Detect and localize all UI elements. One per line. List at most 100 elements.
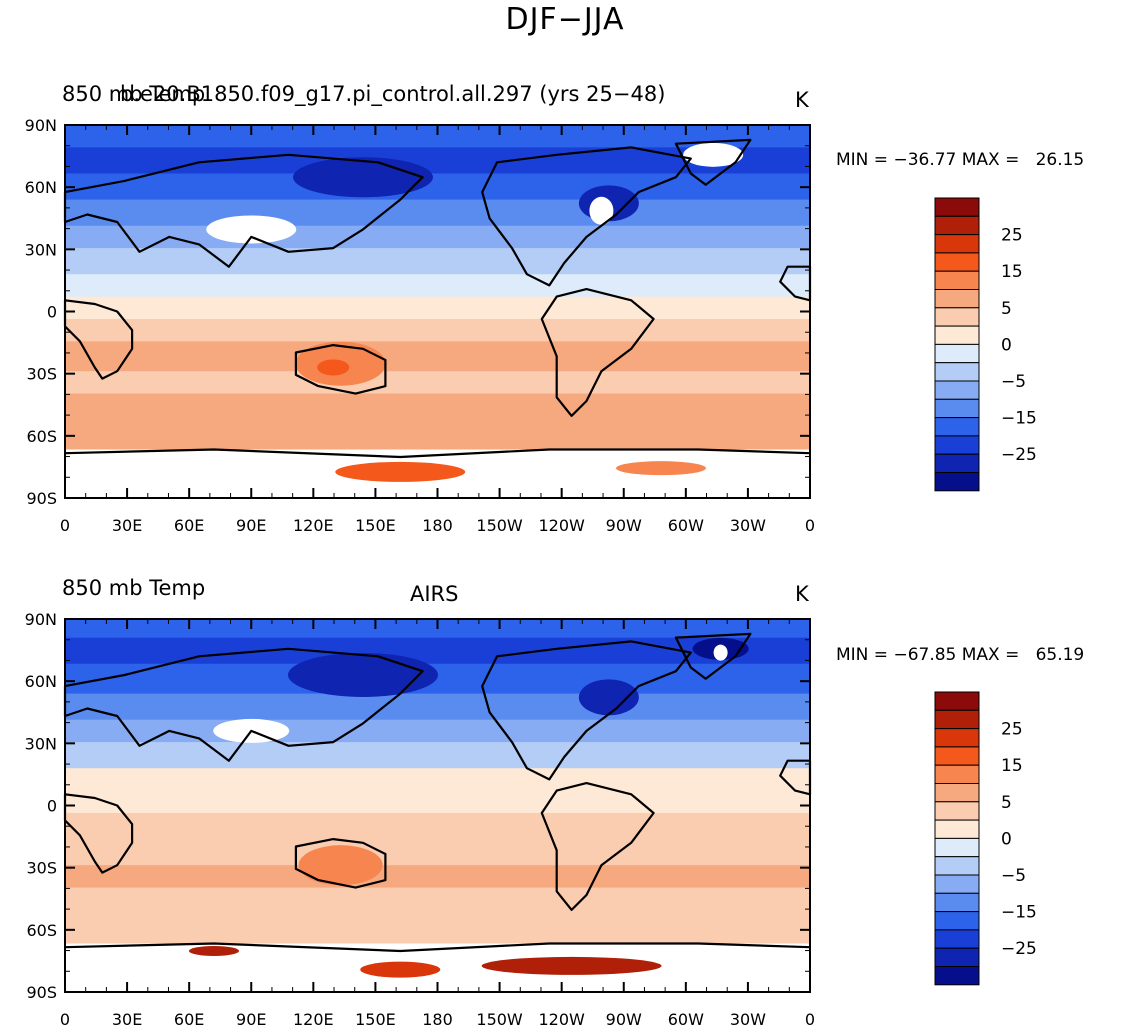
lon-label: 120W xyxy=(538,1010,585,1029)
colorbar-label: 0 xyxy=(1001,335,1012,355)
contour-band xyxy=(65,812,810,836)
contour-region xyxy=(578,679,639,716)
lon-label: 150E xyxy=(355,1010,396,1029)
contour-region xyxy=(298,845,383,886)
colorbar-label: −5 xyxy=(1001,866,1026,886)
contour-region xyxy=(683,142,744,167)
min-max-stats: MIN = −67.85 MAX = 65.19 xyxy=(836,645,1085,665)
lat-label: 30S xyxy=(26,365,57,384)
lon-label: 60E xyxy=(174,1010,204,1029)
lon-label: 0 xyxy=(805,1010,815,1029)
contour-band xyxy=(65,790,810,814)
lon-label: 60W xyxy=(668,516,704,535)
figure-title: DJF−JJA xyxy=(505,2,625,37)
panel-units: K xyxy=(795,582,809,606)
lon-label: 90W xyxy=(606,1010,642,1029)
contour-band xyxy=(65,768,810,792)
colorbar-swatch xyxy=(934,234,980,254)
colorbar-swatch xyxy=(934,783,980,803)
colorbar-swatch xyxy=(934,398,980,419)
colorbar-label: 5 xyxy=(1001,793,1012,813)
colorbar-swatch xyxy=(934,289,980,309)
colorbar-swatch xyxy=(934,764,980,785)
colorbar-swatch xyxy=(934,472,980,492)
contour-band xyxy=(65,393,810,424)
panel-units: K xyxy=(795,88,809,112)
lon-label: 90E xyxy=(236,1010,266,1029)
lat-label: 30N xyxy=(25,240,57,259)
colorbar-swatch xyxy=(934,856,980,876)
contour-band xyxy=(65,423,810,451)
contour-region xyxy=(288,652,438,697)
coastline-australia xyxy=(294,837,387,889)
lat-label: 90N xyxy=(25,610,57,629)
lat-label: 60S xyxy=(26,427,57,446)
colorbar-swatch xyxy=(934,197,980,217)
colorbar-swatch xyxy=(934,215,980,236)
coastline-samerica xyxy=(540,288,655,417)
contour-band xyxy=(65,248,810,275)
colorbar-swatch xyxy=(934,380,980,400)
colorbar-swatch xyxy=(934,325,980,345)
lon-label: 30E xyxy=(112,1010,142,1029)
colorbar-swatch xyxy=(934,435,980,455)
colorbar-swatch xyxy=(934,746,980,766)
colorbar-swatch xyxy=(934,691,980,711)
coastline-africa xyxy=(63,793,134,874)
colorbar-swatch xyxy=(934,929,980,949)
lon-label: 90W xyxy=(606,516,642,535)
lat-label: 0 xyxy=(47,303,57,322)
coastline-antarctica xyxy=(64,448,811,459)
colorbar-swatch xyxy=(934,453,980,474)
lon-label: 90E xyxy=(236,516,266,535)
contour-region xyxy=(293,157,433,198)
coastline-samerica xyxy=(540,781,655,912)
colorbar-swatch xyxy=(934,819,980,839)
coastline-australia xyxy=(294,344,387,395)
lon-label: 0 xyxy=(805,516,815,535)
contour-region xyxy=(616,461,706,476)
colorbar-label: −25 xyxy=(1001,939,1037,959)
colorbar-swatch xyxy=(934,343,980,364)
lon-label: 180 xyxy=(422,516,453,535)
lon-label: 120E xyxy=(293,1010,334,1029)
colorbar-swatch xyxy=(934,270,980,291)
lat-label: 30N xyxy=(25,734,57,753)
lon-label: 30W xyxy=(730,1010,766,1029)
colorbar-swatch xyxy=(934,947,980,968)
lon-label: 150E xyxy=(355,516,396,535)
lat-label: 90N xyxy=(25,116,57,135)
colorbar-swatch xyxy=(934,417,980,437)
panel-left-title: 850 mb Temp xyxy=(62,576,206,600)
contour-band xyxy=(65,742,810,769)
lon-label: 0 xyxy=(60,516,70,535)
min-max-stats: MIN = −36.77 MAX = 26.15 xyxy=(836,150,1085,170)
colorbar-label: 0 xyxy=(1001,829,1012,849)
colorbar-label: 25 xyxy=(1001,720,1023,740)
colorbar-swatch xyxy=(934,801,980,821)
contour-band xyxy=(65,173,810,201)
colorbar-label: 15 xyxy=(1001,262,1023,282)
colorbar-swatch xyxy=(934,837,980,858)
colorbar-swatch xyxy=(934,728,980,748)
panel-center-title: b.e20.B1850.f09_g17.pi_control.all.297 (… xyxy=(120,82,666,106)
contour-region xyxy=(335,461,466,482)
panel-center-title: AIRS xyxy=(410,582,459,606)
contour-band xyxy=(65,274,810,298)
colorbar: 25 15 5 0 −5 −15 −25 xyxy=(934,197,1037,492)
contour-band xyxy=(65,341,810,372)
colorbar-label: −25 xyxy=(1001,445,1037,465)
coastline-antarctica xyxy=(64,942,811,953)
colorbar-label: −5 xyxy=(1001,372,1026,392)
lon-label: 180 xyxy=(422,1010,453,1029)
lat-label: 60S xyxy=(26,921,57,940)
colorbar-swatch xyxy=(934,709,980,730)
colorbar-swatch xyxy=(934,252,980,272)
lat-label: 0 xyxy=(47,797,57,816)
contour-region xyxy=(589,196,614,225)
colorbar-label: 25 xyxy=(1001,226,1023,246)
lon-label: 120W xyxy=(538,516,585,535)
lat-label: 60N xyxy=(25,178,57,197)
colorbar-label: 15 xyxy=(1001,756,1023,776)
coastline-greenland xyxy=(674,632,752,680)
